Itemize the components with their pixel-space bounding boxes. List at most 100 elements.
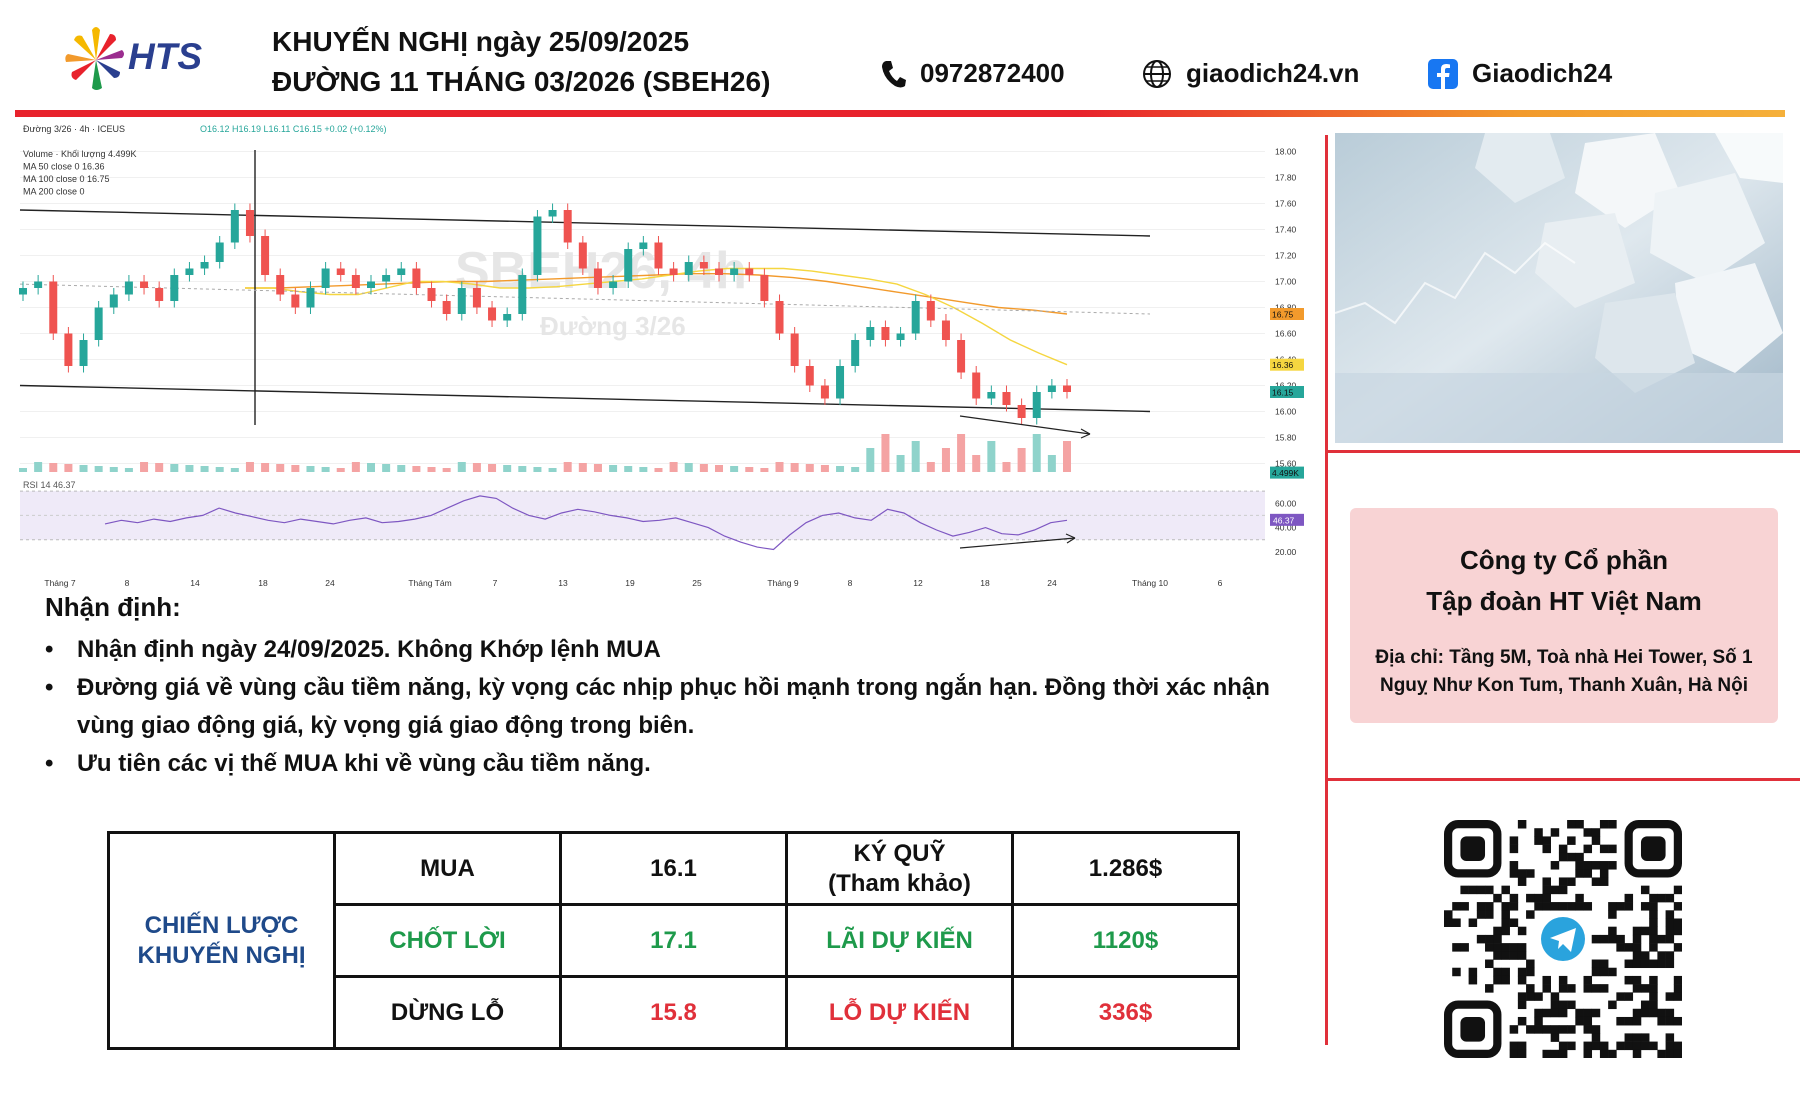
- upper-channel-line: [19, 209, 1151, 237]
- website-contact[interactable]: giaodich24.vn: [1142, 58, 1359, 89]
- stop-loss-price: 15.8: [559, 975, 788, 1050]
- qr-module: [1542, 836, 1551, 845]
- hts-logo-icon: [65, 27, 124, 90]
- qr-module: [1526, 910, 1535, 919]
- legend-line: Volume · Khối lượng 4.499K: [23, 149, 137, 159]
- qr-module: [1485, 934, 1494, 944]
- qr-module: [1534, 902, 1543, 911]
- candle: [957, 340, 966, 373]
- facebook-icon: [1428, 58, 1458, 89]
- qr-module: [1485, 959, 1494, 969]
- x-tick-label: 24: [1047, 578, 1057, 588]
- candle: [215, 242, 224, 262]
- rsi-tick-label: 20.00: [1275, 547, 1297, 557]
- candle: [715, 268, 723, 275]
- price-tag-label: 16.75: [1272, 310, 1294, 320]
- volume-bar: [382, 464, 391, 472]
- qr-module: [1608, 844, 1617, 854]
- volume-bar: [185, 465, 194, 472]
- qr-module: [1657, 1016, 1666, 1026]
- qr-module: [1558, 1025, 1568, 1034]
- qr-module: [1640, 902, 1650, 911]
- qr-module: [1550, 885, 1560, 895]
- qr-module: [1673, 984, 1682, 993]
- candle: [1017, 405, 1026, 418]
- volume-bar: [427, 467, 436, 472]
- facebook-contact[interactable]: Giaodich24: [1428, 58, 1612, 89]
- legend-line: MA 50 close 0 16.36: [23, 162, 105, 172]
- analysis-bullet: Đường giá về vùng cầu tiềm năng, kỳ vọng…: [45, 669, 1295, 745]
- qr-module: [1673, 943, 1682, 952]
- qr-module: [1542, 975, 1551, 985]
- take-profit-price: 17.1: [559, 903, 788, 978]
- candle: [518, 275, 527, 314]
- phone-icon: [882, 60, 906, 87]
- volume-bar: [472, 463, 481, 472]
- qr-module: [1583, 828, 1593, 837]
- qr-module: [1665, 959, 1675, 969]
- candle: [745, 268, 754, 275]
- x-tick-label: Tháng 10: [1132, 578, 1168, 588]
- rsi-band: [20, 491, 1265, 540]
- qr-finder-center: [1640, 836, 1666, 862]
- qr-module: [1649, 902, 1658, 911]
- candle: [306, 288, 315, 308]
- qr-module: [1558, 975, 1568, 985]
- qr-module: [1665, 926, 1675, 936]
- candle: [382, 275, 391, 282]
- dashed-line: [19, 283, 1151, 315]
- qr-module: [1501, 967, 1510, 977]
- volume-bar: [926, 462, 935, 472]
- volume-bar: [503, 465, 512, 472]
- company-name-line1: Công ty Cổ phần: [1460, 545, 1668, 575]
- qr-module: [1599, 967, 1609, 977]
- qr-module: [1501, 943, 1510, 952]
- candle: [19, 288, 27, 295]
- qr-module: [1575, 893, 1584, 903]
- qr-module: [1558, 877, 1568, 886]
- qr-module: [1657, 959, 1666, 969]
- candle: [972, 372, 981, 399]
- candle: [124, 281, 133, 295]
- qr-module: [1673, 992, 1682, 1001]
- qr-module: [1501, 885, 1510, 895]
- qr-module: [1558, 1049, 1568, 1058]
- candle: [442, 301, 451, 314]
- phone-contact[interactable]: 0972872400: [880, 58, 1065, 89]
- qr-module: [1599, 869, 1609, 878]
- qr-module: [1534, 1008, 1543, 1018]
- telegram-qr-code[interactable]: [1444, 820, 1682, 1058]
- qr-module: [1591, 1025, 1601, 1034]
- volume-bar: [987, 441, 996, 472]
- candle: [427, 288, 436, 301]
- volume-bar: [790, 463, 799, 472]
- arrow-head: [1065, 533, 1076, 544]
- qr-module: [1616, 1041, 1625, 1051]
- qr-module: [1583, 902, 1593, 911]
- qr-module: [1517, 1049, 1527, 1058]
- sugar-photo: [1335, 133, 1783, 443]
- qr-module: [1583, 975, 1593, 985]
- x-tick-label: Tháng 7: [44, 578, 75, 588]
- volume-bar: [805, 464, 814, 472]
- volume-bar: [79, 465, 88, 472]
- qr-module: [1534, 1016, 1543, 1026]
- qr-module: [1657, 1049, 1666, 1058]
- qr-module: [1509, 943, 1519, 952]
- header: HTS KHUYẾN NGHỊ ngày 25/09/2025 ĐƯỜNG 11…: [0, 0, 1800, 112]
- qr-module: [1616, 902, 1625, 911]
- candle: [533, 216, 542, 275]
- candle: [866, 327, 875, 340]
- y-tick-label: 17.00: [1275, 277, 1297, 287]
- candle: [987, 392, 996, 399]
- volume-bar: [49, 463, 58, 472]
- volume-bar: [669, 462, 678, 472]
- candle: [911, 301, 920, 334]
- y-tick-label: 17.20: [1275, 251, 1297, 261]
- qr-module: [1550, 1049, 1560, 1058]
- company-card: Công ty Cổ phần Tập đoàn HT Việt Nam Địa…: [1350, 508, 1778, 723]
- qr-module: [1665, 1041, 1675, 1051]
- candle: [503, 314, 512, 321]
- qr-module: [1534, 893, 1543, 903]
- qr-module: [1485, 885, 1494, 895]
